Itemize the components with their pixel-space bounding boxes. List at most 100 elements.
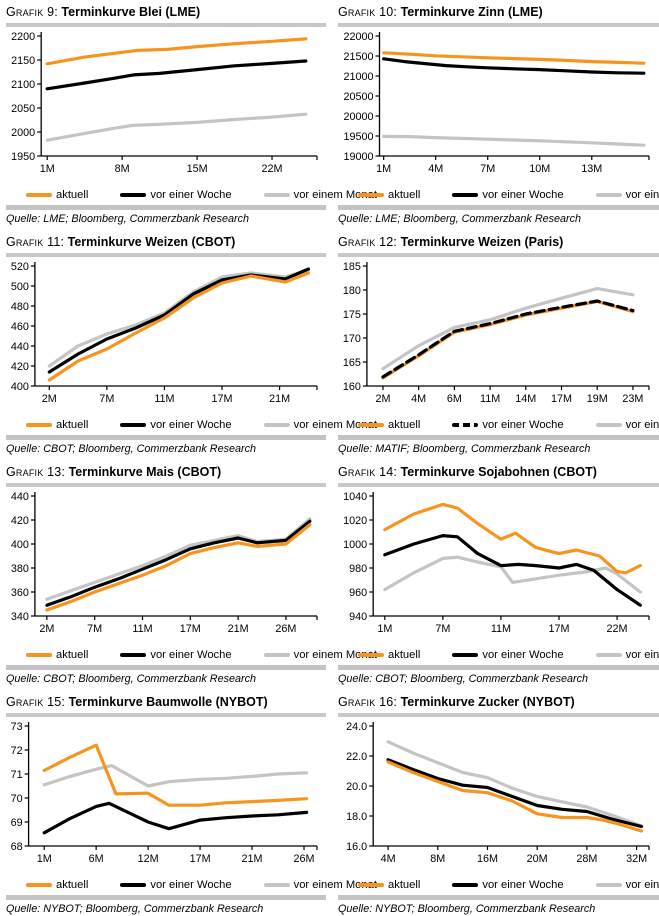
legend-rule — [338, 205, 659, 210]
legend-label: vor einem Monat — [293, 188, 377, 201]
y-tick-label: 440 — [11, 341, 29, 353]
legend-item-monat: vor einem Monat — [263, 188, 377, 201]
title-main: Terminkurve Zucker (NYBOT) — [400, 695, 575, 709]
plot-svg: 440 420 400 380 360 340 2M 7M 11M 17M 21M 26M — [11, 491, 318, 635]
chart-legend: aktuell vor einer Woche vor einem Monat — [338, 416, 659, 433]
y-tick-label: 16.0 — [346, 841, 367, 853]
title-rule — [338, 253, 659, 257]
legend-label: vor einem Monat — [293, 878, 377, 891]
legend-item-aktuell: aktuell — [26, 189, 88, 201]
y-tick-label: 69 — [11, 817, 23, 829]
plot-svg: 1040 1020 1000 980 960 940 1M 7M 11M 17M 22M — [343, 491, 650, 635]
title-rule — [6, 713, 326, 717]
x-tick-label: 11M — [491, 623, 511, 635]
chart-legend: aktuell vor einer Woche vor einem Monat — [6, 646, 377, 663]
x-tick-label: 17M — [548, 623, 569, 635]
series-woche-line — [47, 267, 310, 374]
y-tick-label: 19500 — [343, 131, 373, 143]
x-tick-label: 13M — [581, 163, 602, 175]
y-tick-label: 21000 — [343, 71, 373, 83]
legend-swatch-woche — [452, 422, 479, 427]
title-main: Terminkurve Mais (CBOT) — [68, 465, 222, 479]
y-tick-label: 185 — [343, 261, 361, 273]
y-tick-label: 72 — [11, 745, 23, 757]
title-rule — [6, 23, 326, 27]
source-line: Quelle: MATIF; Bloomberg, Commerzbank Re… — [338, 443, 591, 455]
plot-svg: 2200 2150 2100 2050 2000 1950 1M 8M 15M 22M — [11, 31, 318, 175]
y-tick-label: 2100 — [11, 79, 35, 91]
legend-item-aktuell: aktuell — [26, 879, 88, 891]
y-tick-label: 400 — [11, 381, 29, 393]
series-woche-line — [381, 299, 635, 379]
y-tick-label: 380 — [11, 563, 29, 575]
series-monat-line — [47, 268, 310, 368]
legend-item-aktuell: aktuell — [26, 419, 88, 431]
chart-grafik-9: Grafik 9: Terminkurve Blei (LME) 2200 215… — [6, 5, 377, 226]
legend-label: vor einer Woche — [482, 878, 564, 891]
legend-label: aktuell — [388, 648, 421, 661]
chart-plot: 24.0 22.0 20.0 18.0 16.0 4M 8M 16M 20M 28M 32M — [338, 719, 659, 876]
legend-label: aktuell — [388, 878, 421, 891]
chart-grafik-16: Grafik 16: Terminkurve Zucker (NYBOT) 24… — [338, 695, 659, 916]
y-tick-label: 24.0 — [346, 721, 367, 733]
x-tick-label: 4M — [381, 853, 396, 865]
y-tick-label: 1000 — [343, 539, 367, 551]
title-prefix: Grafik 9: — [6, 5, 58, 19]
series-woche-line — [383, 533, 642, 607]
chart-title: Grafik 9: Terminkurve Blei (LME) — [6, 5, 326, 20]
chart-title: Grafik 13: Terminkurve Mais (CBOT) — [6, 465, 326, 480]
source-line: Quelle: LME; Bloomberg, Commerzbank Rese… — [6, 213, 250, 225]
x-tick-label: 1M — [377, 623, 392, 635]
chart-grafik-11: Grafik 11: Terminkurve Weizen (CBOT) 520… — [6, 235, 377, 456]
x-tick-label: 4M — [428, 163, 443, 175]
y-tick-label: 460 — [11, 321, 29, 333]
legend-rule — [338, 435, 659, 440]
x-tick-label: 17M — [180, 623, 201, 635]
legend-label: vor einem Monat — [625, 418, 659, 431]
plot-svg: 185 180 175 170 165 160 2M 4M 6M 11M 14M 17M 19M 23M — [343, 261, 650, 405]
legend-swatch-aktuell — [26, 422, 52, 427]
x-tick-label: 22M — [607, 623, 628, 635]
chart-grafik-10: Grafik 10: Terminkurve Zinn (LME) 22000 2… — [338, 5, 659, 226]
y-tick-label: 520 — [11, 261, 29, 273]
series-monat-line — [386, 740, 644, 828]
legend-item-woche: vor einer Woche — [120, 419, 232, 431]
title-main: Terminkurve Sojabohnen (CBOT) — [400, 465, 597, 479]
series-monat-line — [42, 763, 309, 788]
x-tick-label: 6M — [89, 853, 104, 865]
title-main: Terminkurve Weizen (CBOT) — [67, 235, 236, 249]
plot-svg: 520 500 480 460 440 420 400 2M 7M 11M 17M 21M — [11, 261, 318, 405]
legend-rule — [338, 895, 659, 900]
source-line: Quelle: CBOT; Bloomberg, Commerzbank Res… — [6, 673, 257, 685]
legend-swatch-woche — [120, 192, 147, 197]
legend-swatch-woche — [120, 882, 147, 887]
x-tick-label: 26M — [294, 853, 315, 865]
title-prefix: Grafik 13: — [6, 465, 66, 479]
title-main: Terminkurve Baumwolle (NYBOT) — [68, 695, 268, 709]
chart-legend: aktuell vor einer Woche vor einem Monat — [338, 876, 659, 893]
legend-item-aktuell: aktuell — [26, 649, 88, 661]
title-prefix: Grafik 10: — [338, 5, 398, 19]
y-tick-label: 18.0 — [346, 811, 367, 823]
legend-swatch-woche — [452, 192, 479, 197]
y-tick-label: 340 — [11, 611, 29, 623]
legend-swatch-aktuell — [358, 192, 384, 197]
series-woche-line — [45, 59, 308, 91]
source-line: Quelle: CBOT; Bloomberg, Commerzbank Res… — [338, 673, 589, 685]
y-tick-label: 160 — [343, 381, 361, 393]
title-prefix: Grafik 16: — [338, 695, 398, 709]
legend-label: vor einer Woche — [150, 188, 232, 201]
legend-swatch-monat — [595, 652, 622, 657]
chart-title: Grafik 15: Terminkurve Baumwolle (NYBOT) — [6, 695, 326, 710]
y-tick-label: 960 — [349, 587, 367, 599]
legend-item-aktuell: aktuell — [358, 189, 420, 201]
x-tick-label: 15M — [187, 163, 208, 175]
series-monat-line — [383, 555, 642, 594]
x-tick-label: 26M — [275, 623, 296, 635]
legend-label: aktuell — [388, 418, 421, 431]
y-tick-label: 20500 — [343, 91, 373, 103]
legend-item-monat: vor einem Monat — [263, 878, 377, 891]
legend-swatch-monat — [595, 192, 622, 197]
y-tick-label: 2150 — [11, 55, 35, 67]
legend-label: vor einem Monat — [293, 418, 377, 431]
